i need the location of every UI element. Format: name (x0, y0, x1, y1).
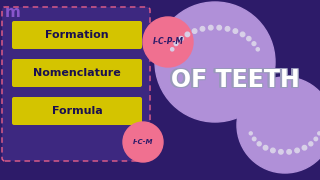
Circle shape (233, 29, 238, 33)
Circle shape (185, 32, 190, 37)
Circle shape (155, 2, 275, 122)
Circle shape (287, 150, 291, 154)
Circle shape (192, 29, 197, 33)
Text: I-C-P-M: I-C-P-M (153, 37, 183, 46)
Text: OF TEETH: OF TEETH (171, 68, 300, 92)
Circle shape (174, 42, 178, 46)
Text: OF TEETH: OF TEETH (169, 69, 298, 93)
FancyBboxPatch shape (12, 97, 142, 125)
Circle shape (225, 27, 230, 31)
Circle shape (295, 148, 299, 153)
Text: I-C-M: I-C-M (133, 139, 153, 145)
Text: OF TEETH: OF TEETH (172, 67, 300, 91)
Circle shape (237, 77, 320, 173)
Circle shape (217, 25, 221, 30)
Circle shape (271, 148, 275, 153)
Text: OF TEETH: OF TEETH (172, 69, 300, 93)
Circle shape (252, 42, 256, 46)
Circle shape (256, 48, 260, 51)
Text: Formula: Formula (52, 106, 102, 116)
Circle shape (252, 137, 256, 141)
Text: OF TEETH: OF TEETH (172, 68, 301, 92)
Text: OF TEETH: OF TEETH (171, 66, 300, 91)
Circle shape (279, 150, 283, 154)
FancyBboxPatch shape (12, 59, 142, 87)
Circle shape (209, 25, 213, 30)
Circle shape (171, 48, 174, 51)
Circle shape (179, 37, 183, 41)
Text: OF TEETH: OF TEETH (169, 68, 298, 92)
Circle shape (240, 32, 245, 37)
Circle shape (123, 122, 163, 162)
Circle shape (257, 142, 261, 146)
Circle shape (249, 132, 252, 135)
Text: m: m (5, 5, 21, 20)
Circle shape (143, 17, 193, 67)
FancyBboxPatch shape (12, 21, 142, 49)
Text: OF TEETH: OF TEETH (169, 67, 298, 91)
Circle shape (302, 145, 307, 150)
Circle shape (263, 145, 268, 150)
Text: OF TEETH: OF TEETH (171, 69, 300, 93)
Circle shape (200, 27, 205, 31)
Circle shape (309, 142, 313, 146)
Text: Formation: Formation (45, 30, 109, 40)
FancyBboxPatch shape (2, 7, 150, 161)
Circle shape (247, 37, 251, 41)
Text: Nomenclature: Nomenclature (33, 68, 121, 78)
Circle shape (318, 132, 320, 135)
Circle shape (314, 137, 317, 141)
